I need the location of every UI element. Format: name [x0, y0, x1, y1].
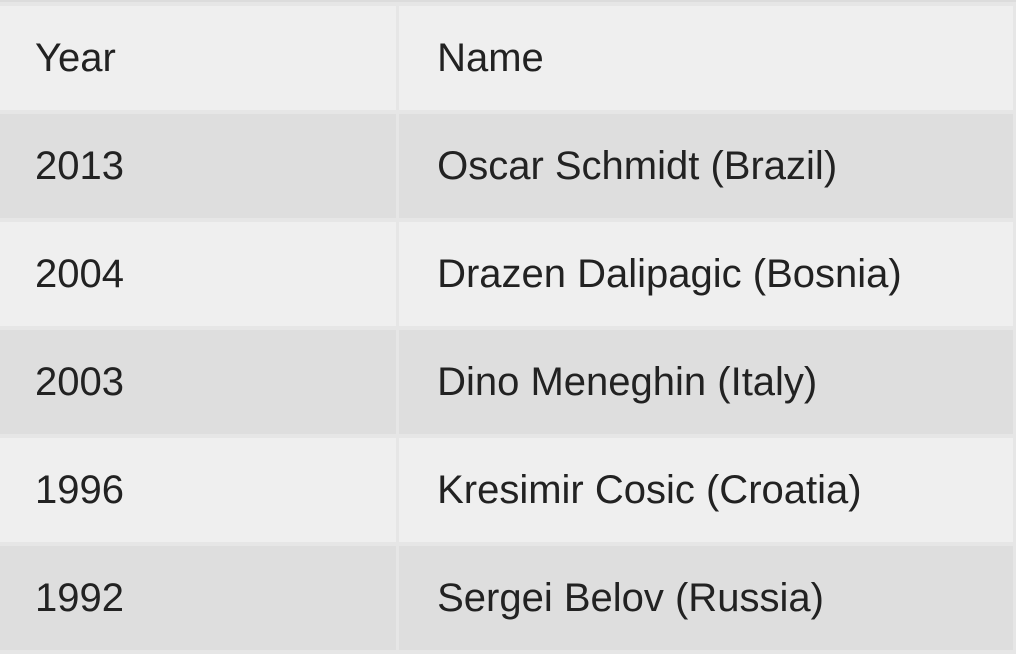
table-row: 2003 Dino Meneghin (Italy) [0, 330, 1013, 434]
table-row: 1996 Kresimir Cosic (Croatia) [0, 438, 1013, 542]
cell-year: 2004 [0, 222, 397, 326]
header-year: Year [0, 6, 397, 110]
cell-year: 1992 [0, 546, 397, 650]
cell-name: Oscar Schmidt (Brazil) [399, 114, 1013, 218]
table-header-row: Year Name [0, 6, 1013, 110]
table-row: 2013 Oscar Schmidt (Brazil) [0, 114, 1013, 218]
table-row: 2004 Drazen Dalipagic (Bosnia) [0, 222, 1013, 326]
table-row: 1992 Sergei Belov (Russia) [0, 546, 1013, 650]
cell-name: Dino Meneghin (Italy) [399, 330, 1013, 434]
cell-year: 2013 [0, 114, 397, 218]
header-name: Name [399, 6, 1013, 110]
cell-name: Kresimir Cosic (Croatia) [399, 438, 1013, 542]
cell-year: 2003 [0, 330, 397, 434]
cell-name: Drazen Dalipagic (Bosnia) [399, 222, 1013, 326]
cell-year: 1996 [0, 438, 397, 542]
cell-name: Sergei Belov (Russia) [399, 546, 1013, 650]
